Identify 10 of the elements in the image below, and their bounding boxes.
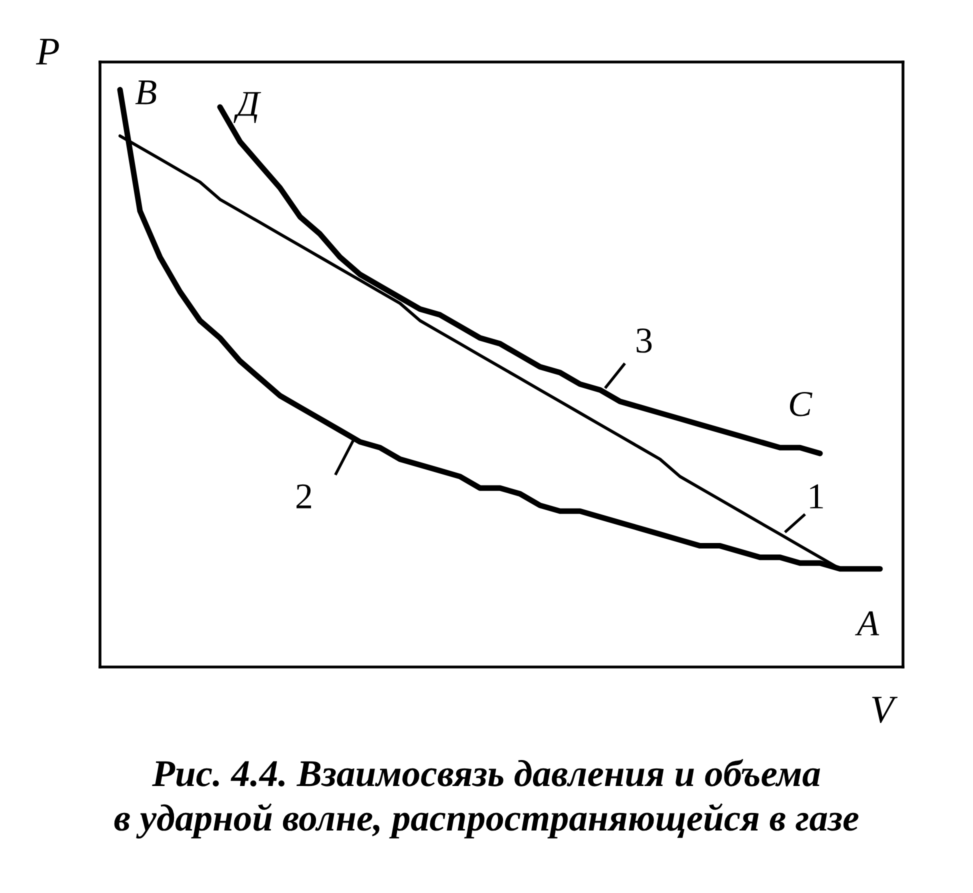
legend-label: 2 [296, 484, 312, 508]
x-axis-title: V [872, 696, 898, 723]
series-label: 3 [636, 328, 652, 353]
series-label: 1 [810, 484, 823, 508]
annotation: Д [234, 92, 262, 124]
annotation: А [854, 611, 880, 636]
annotation: С [790, 392, 812, 416]
annotation: В [135, 80, 156, 104]
y-axis-title: P [36, 38, 59, 64]
text: Рис. 4.4. Взаимосвязь давления и объема в ударной волне, распространяющейся в газе [114, 759, 858, 839]
